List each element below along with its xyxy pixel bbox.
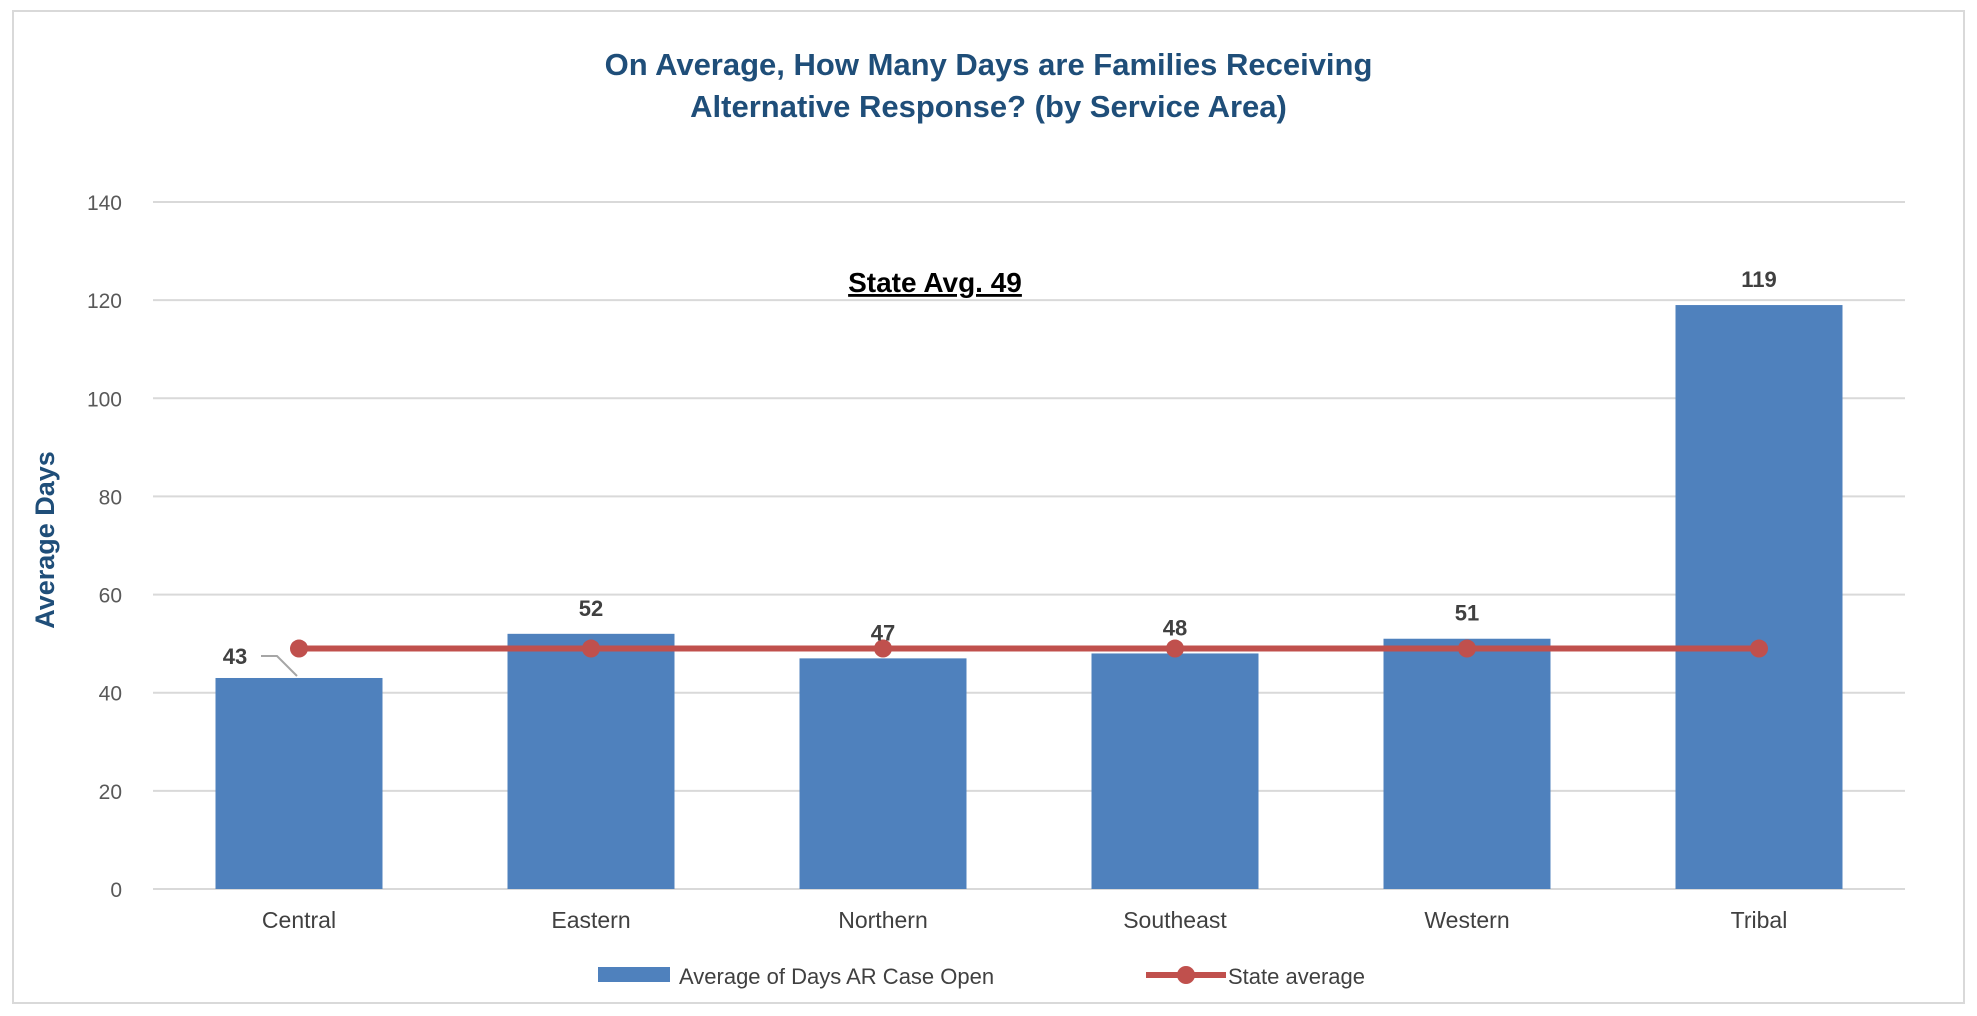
data-label-central: 43 — [223, 644, 247, 669]
y-tick-20: 20 — [99, 781, 122, 804]
category-label-central: Central — [262, 907, 336, 933]
state-average-series — [290, 639, 1768, 658]
state-average-marker-northern — [874, 639, 892, 658]
bar-central — [215, 677, 383, 889]
chart-title-line-1: On Average, How Many Days are Families R… — [604, 47, 1373, 82]
y-tick-40: 40 — [99, 683, 122, 706]
state-average-marker-western — [1458, 639, 1476, 658]
data-label-western: 51 — [1455, 601, 1479, 626]
data-label-southeast: 48 — [1163, 615, 1187, 640]
bar-western — [1383, 638, 1551, 889]
data-label-eastern: 52 — [579, 596, 603, 621]
data-labels: 43 52 47 48 51 119 — [223, 267, 1777, 677]
legend-line-marker — [1177, 966, 1195, 984]
state-average-marker-southeast — [1166, 639, 1184, 658]
bar-southeast — [1091, 653, 1259, 889]
chart-title-line-2: Alternative Response? (by Service Area) — [690, 89, 1287, 124]
bar-northern — [799, 658, 967, 889]
y-tick-140: 140 — [87, 192, 122, 215]
y-tick-120: 120 — [87, 290, 122, 313]
state-average-marker-central — [290, 639, 308, 658]
state-average-marker-eastern — [582, 639, 600, 658]
y-tick-labels: 0 20 40 60 80 100 120 140 — [87, 192, 122, 902]
bar-series — [215, 305, 1843, 889]
state-average-marker-tribal — [1750, 639, 1768, 658]
y-tick-0: 0 — [110, 879, 122, 902]
y-axis-label: Average Days — [30, 451, 60, 629]
category-label-northern: Northern — [838, 907, 927, 933]
y-tick-60: 60 — [99, 585, 122, 608]
category-label-southeast: Southeast — [1123, 907, 1227, 933]
gridlines — [153, 201, 1905, 890]
legend-line-label: State average — [1228, 964, 1365, 989]
y-tick-100: 100 — [87, 388, 122, 411]
state-average-annotation: State Avg. 49 — [848, 267, 1022, 298]
bar-eastern — [507, 633, 675, 889]
data-label-northern: 47 — [871, 620, 895, 645]
legend-bar-label: Average of Days AR Case Open — [679, 964, 994, 989]
legend: Average of Days AR Case Open State avera… — [598, 964, 1365, 989]
category-labels: Central Eastern Northern Southeast Western Tr… — [262, 907, 1787, 933]
category-label-tribal: Tribal — [1731, 907, 1788, 933]
y-tick-80: 80 — [99, 486, 122, 509]
data-label-leader-central — [261, 654, 298, 677]
data-label-tribal: 119 — [1741, 267, 1777, 292]
legend-bar-swatch — [598, 967, 670, 982]
chart-title: On Average, How Many Days are Families R… — [0, 44, 1977, 128]
category-label-western: Western — [1424, 907, 1509, 933]
bar-tribal — [1675, 305, 1843, 889]
category-label-eastern: Eastern — [551, 907, 630, 933]
